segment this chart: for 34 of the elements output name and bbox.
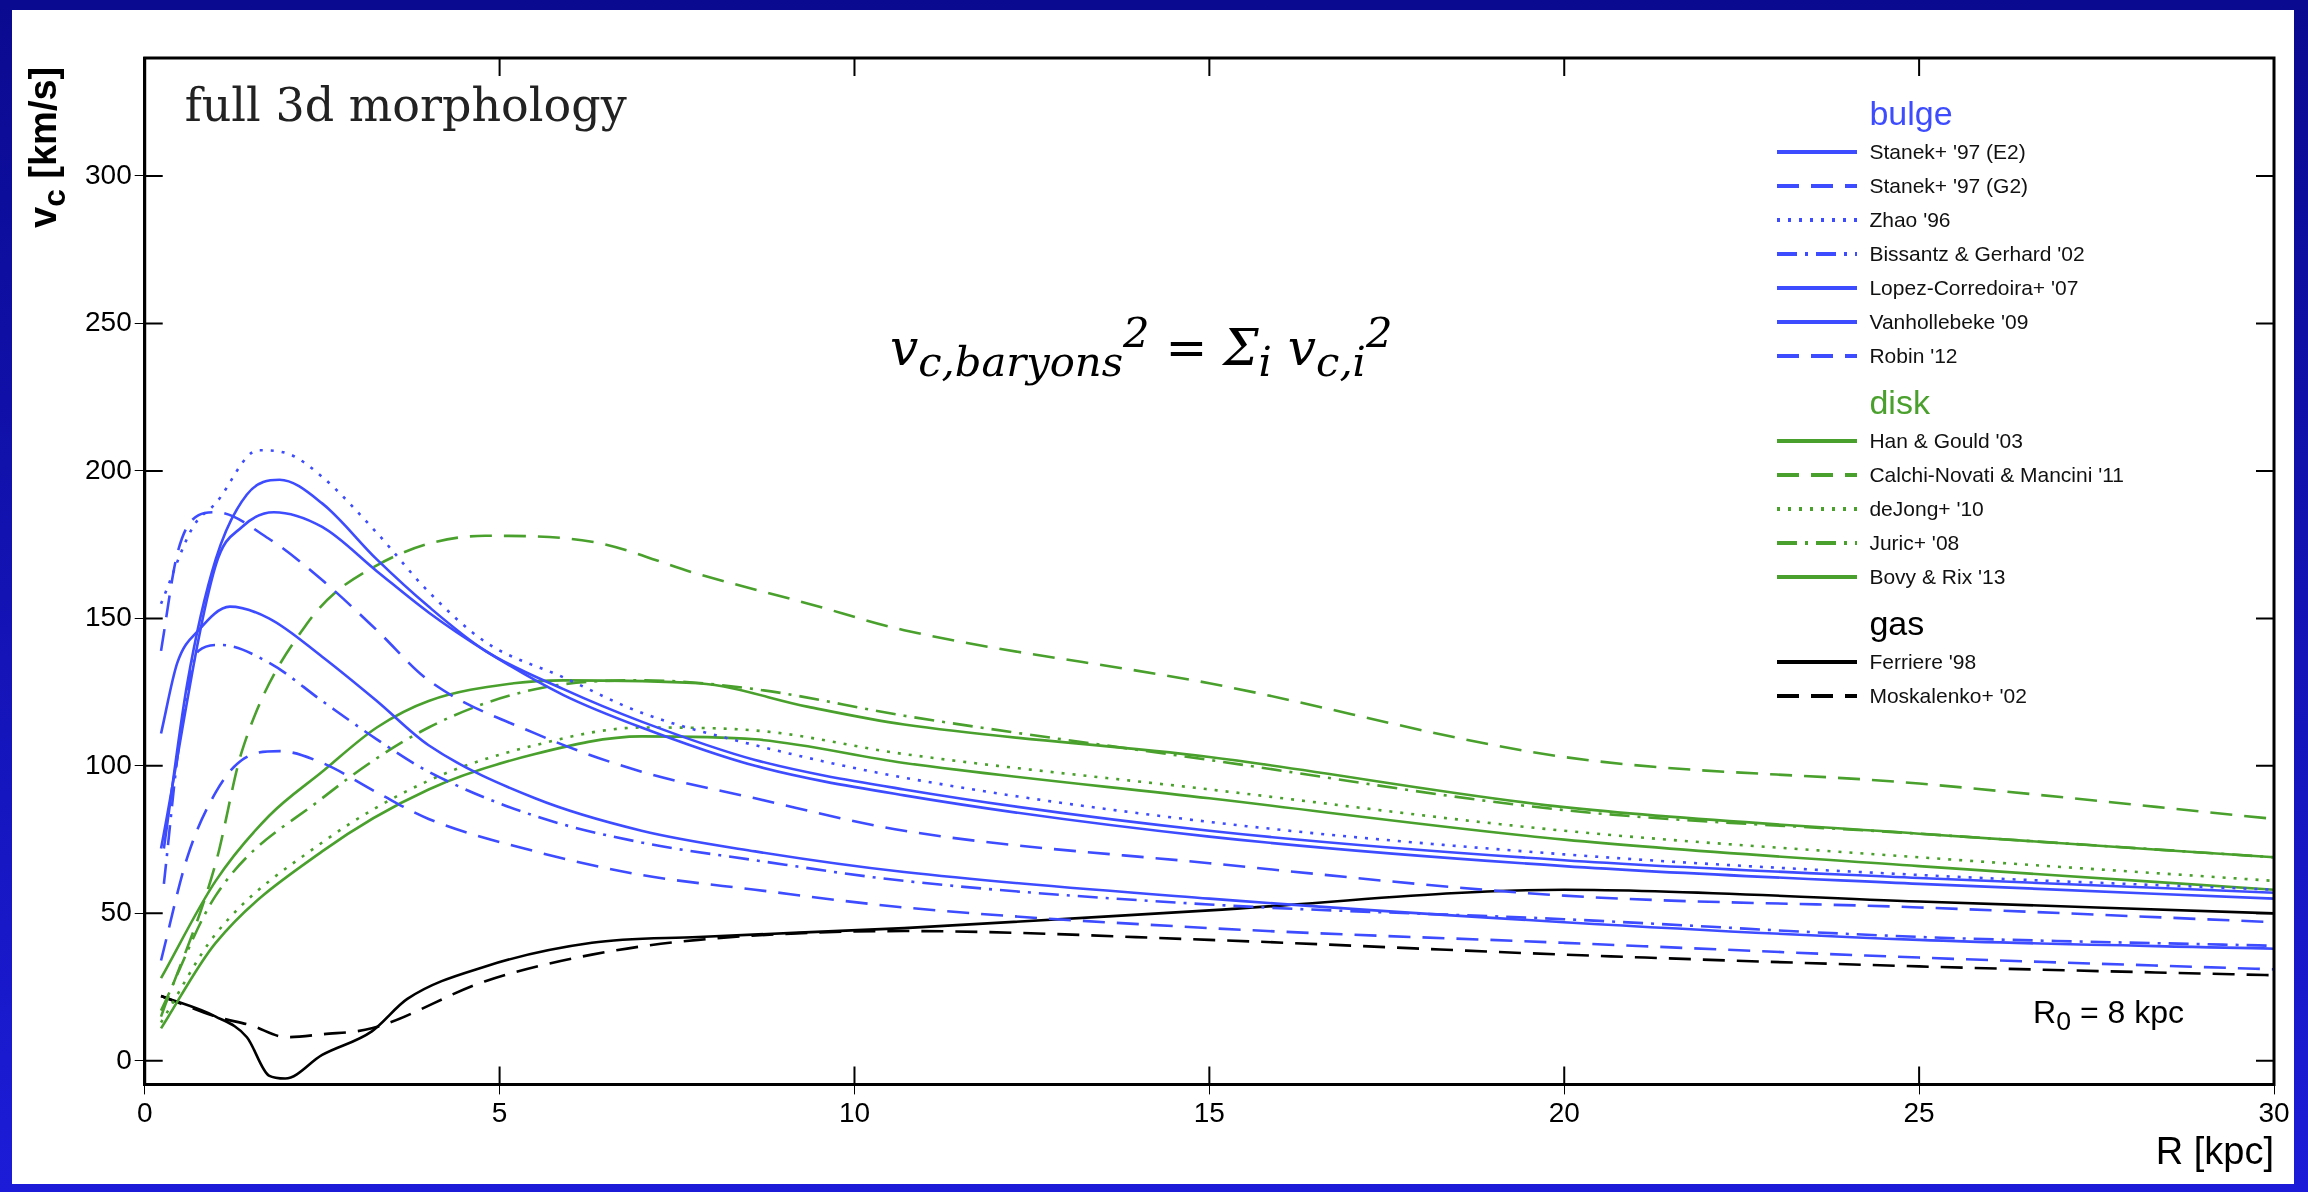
legend-label: Zhao '96 (1869, 208, 1951, 232)
legend-label: Bissantz & Gerhard '02 (1869, 242, 2085, 266)
y-tick-label: 200 (85, 453, 132, 485)
x-tick-label: 5 (491, 1096, 508, 1128)
legend-label: Vanhollebeke '09 (1869, 310, 2029, 334)
x-tick-label: 0 (136, 1096, 153, 1128)
y-tick-label: 300 (85, 158, 132, 190)
legend-label: Bovy & Rix '13 (1869, 565, 2006, 589)
y-tick-label: 50 (100, 896, 132, 928)
y-tick-label: 100 (85, 748, 132, 780)
x-tick-label: 15 (1193, 1096, 1225, 1128)
legend-label: Stanek+ '97 (E2) (1869, 140, 2026, 164)
x-axis-title: R [kpc] (2155, 1130, 2274, 1174)
legend-label: Moskalenko+ '02 (1869, 684, 2027, 708)
text: full 3d morphology (184, 78, 627, 132)
legend-label: Ferriere '98 (1869, 650, 1977, 674)
x-tick-label: 10 (838, 1096, 871, 1128)
y-tick-label: 250 (85, 306, 132, 338)
legend-label: Juric+ '08 (1869, 531, 1960, 555)
annotation: disk (1869, 383, 1931, 422)
legend-label: deJong+ '10 (1869, 497, 1984, 521)
annotation: bulge (1869, 94, 1954, 133)
y-tick-label: 0 (116, 1043, 132, 1075)
legend-label: Han & Gould '03 (1869, 429, 2023, 453)
x-tick-label: 20 (1548, 1096, 1580, 1128)
y-tick-label: 150 (85, 601, 132, 633)
legend-label: Lopez-Corredoira+ '07 (1869, 276, 2079, 300)
legend-label: Robin '12 (1869, 344, 1958, 368)
legend-label: Stanek+ '97 (G2) (1869, 174, 2029, 198)
x-tick-label: 25 (1903, 1096, 1935, 1128)
legend-label: Calchi-Novati & Mancini '11 (1869, 463, 2124, 487)
annotation: gas (1869, 604, 1926, 643)
x-tick-label: 30 (2258, 1096, 2290, 1128)
annotation: R$_{0}$ = 8 kpc (2033, 994, 2184, 1038)
